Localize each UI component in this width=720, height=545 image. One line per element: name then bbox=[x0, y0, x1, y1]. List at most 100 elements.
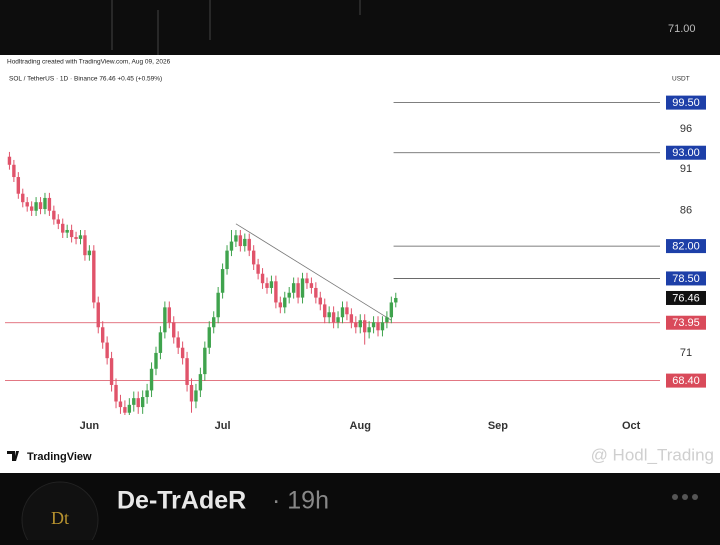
candle-body bbox=[74, 237, 78, 239]
candle-body bbox=[29, 206, 34, 211]
candle-body bbox=[163, 307, 167, 333]
candle-body bbox=[47, 197, 52, 211]
author: De-TrAdeR bbox=[117, 487, 246, 515]
brand: TradingView bbox=[27, 451, 92, 463]
candle-body bbox=[394, 297, 398, 303]
candle-body bbox=[376, 322, 380, 331]
more-button[interactable] bbox=[672, 494, 698, 500]
candle-body bbox=[349, 314, 354, 323]
candle-body bbox=[212, 317, 216, 328]
plot: 96 91 86 71 Jun Jul Aug Sep Oct 99.50 93.00 82.00 78… bbox=[5, 95, 706, 432]
level-label: 73.95 bbox=[672, 317, 700, 329]
candle-body bbox=[132, 398, 136, 405]
chart-card bbox=[0, 55, 720, 473]
candle-body bbox=[96, 302, 100, 328]
candle-body bbox=[114, 384, 118, 402]
candle-body bbox=[269, 281, 274, 288]
candle-body bbox=[283, 297, 287, 308]
candle-body bbox=[362, 320, 367, 333]
candle-body bbox=[158, 332, 163, 353]
trendline bbox=[235, 223, 392, 321]
avatar bbox=[21, 481, 99, 545]
x-tick-label: Jun bbox=[80, 420, 100, 432]
candle-body bbox=[305, 278, 309, 284]
candle-body bbox=[340, 307, 345, 318]
candle-body bbox=[167, 307, 172, 323]
x-tick-label: Oct bbox=[622, 420, 641, 432]
candle-body bbox=[176, 337, 180, 348]
candle-body bbox=[274, 281, 278, 303]
candle-body bbox=[225, 250, 229, 270]
x-tick-label: Jul bbox=[215, 420, 231, 432]
candle-body bbox=[78, 235, 83, 239]
candle-body bbox=[109, 358, 114, 385]
y-tick-label: 86 bbox=[680, 205, 692, 217]
y-tick-label: 91 bbox=[680, 163, 692, 175]
candle-body bbox=[287, 292, 291, 298]
candle-body bbox=[380, 322, 385, 331]
candle-body bbox=[136, 398, 140, 408]
level-tag bbox=[666, 145, 706, 160]
post-footer bbox=[0, 473, 720, 540]
level-tag bbox=[666, 315, 706, 330]
candle-body bbox=[25, 202, 29, 207]
candle-body bbox=[140, 397, 145, 408]
candle-body bbox=[118, 401, 123, 408]
level-label: 68.40 bbox=[672, 375, 700, 387]
level-label: 93.00 bbox=[672, 147, 700, 159]
candle-body bbox=[194, 390, 198, 402]
candle-body bbox=[300, 278, 305, 298]
candle-body bbox=[65, 229, 69, 233]
candle-body bbox=[43, 197, 47, 210]
candle-body bbox=[92, 250, 96, 303]
symbol: SOL / TetherUS · 1D · Binance 76.46 +0.4… bbox=[9, 76, 162, 83]
candle-body bbox=[234, 235, 238, 242]
candle-body bbox=[216, 292, 220, 318]
brand-logo bbox=[7, 451, 19, 461]
candle-body bbox=[83, 235, 87, 256]
level-label: 78.50 bbox=[672, 273, 700, 285]
candle-body bbox=[291, 283, 296, 293]
candle-body bbox=[189, 384, 194, 402]
candle-body bbox=[256, 264, 260, 274]
candle-body bbox=[69, 229, 74, 238]
candle-body bbox=[180, 347, 185, 359]
candle-body bbox=[149, 368, 154, 391]
candle-body bbox=[309, 283, 314, 288]
candle-body bbox=[331, 312, 336, 323]
candle-body bbox=[12, 164, 16, 178]
credit: Hodltrading created with TradingView.com… bbox=[7, 59, 171, 66]
level-tag bbox=[666, 373, 706, 388]
candle-body bbox=[278, 302, 283, 308]
candle-body bbox=[358, 320, 362, 328]
y-tick-label: 71 bbox=[680, 347, 692, 359]
candle-body bbox=[260, 273, 265, 284]
candle-body bbox=[100, 327, 105, 343]
candle-body bbox=[52, 210, 56, 220]
previous-axis-label: 71.00 bbox=[668, 23, 696, 35]
candle-body bbox=[185, 358, 189, 385]
candle-body bbox=[323, 304, 327, 318]
avatar-mark: Dt bbox=[51, 508, 69, 528]
candle-body bbox=[123, 407, 127, 413]
candle-body bbox=[345, 307, 349, 315]
candle-body bbox=[34, 202, 38, 211]
candle-body bbox=[296, 283, 300, 298]
currency: USDT bbox=[672, 76, 690, 83]
last-price-label: 76.46 bbox=[672, 292, 700, 304]
candle-body bbox=[145, 390, 149, 398]
candle-body bbox=[251, 250, 256, 265]
candle-body bbox=[172, 322, 176, 338]
post-time: · 19h bbox=[272, 487, 329, 515]
level-tag bbox=[666, 239, 706, 254]
candle-body bbox=[318, 297, 322, 305]
candle-body bbox=[198, 374, 203, 391]
level-tag bbox=[666, 95, 706, 110]
candle-body bbox=[327, 312, 331, 318]
last-price-tag bbox=[666, 290, 706, 305]
y-tick-label: 96 bbox=[680, 123, 692, 135]
candle-body bbox=[207, 327, 211, 348]
candle-body bbox=[16, 177, 21, 194]
